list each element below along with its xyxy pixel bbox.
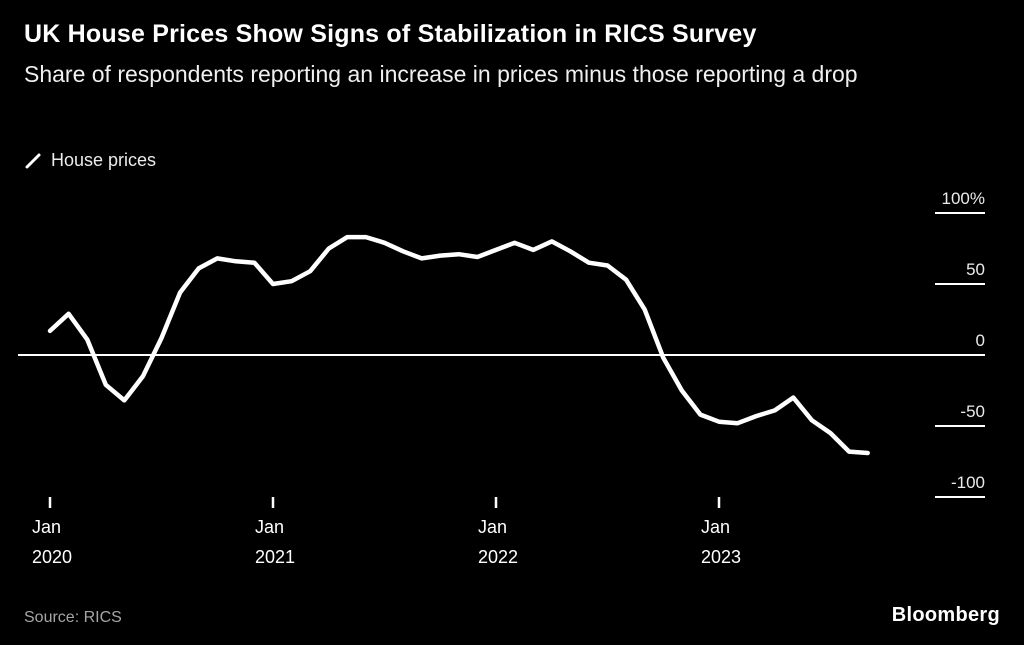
- x-axis-label-year: 2021: [255, 547, 295, 567]
- y-axis-label: 50: [966, 260, 985, 279]
- legend: House prices: [24, 150, 156, 171]
- chart-header: UK House Prices Show Signs of Stabilizat…: [24, 20, 1000, 89]
- bloomberg-logo: Bloomberg: [891, 604, 1000, 626]
- x-axis-label-month: Jan: [701, 517, 730, 537]
- line-series-icon: [25, 153, 41, 168]
- x-axis-label-month: Jan: [255, 517, 284, 537]
- y-axis-label: -100: [951, 473, 985, 492]
- y-axis-label: 0: [976, 331, 985, 350]
- y-axis-label: 100%: [942, 189, 985, 208]
- x-axis-label-year: 2020: [32, 547, 72, 567]
- chart-title: UK House Prices Show Signs of Stabilizat…: [24, 20, 757, 48]
- x-axis-label-year: 2023: [701, 547, 741, 567]
- x-axis-label-month: Jan: [32, 517, 61, 537]
- source-note: Source: RICS: [24, 609, 122, 626]
- chart-footer: Source: RICS Bloomberg: [24, 604, 1000, 627]
- house-prices-series-line: [47, 234, 870, 456]
- x-axis-label-month: Jan: [478, 517, 507, 537]
- x-axis-label-year: 2022: [478, 547, 518, 567]
- legend-label: House prices: [51, 150, 157, 170]
- y-axis-label: -50: [960, 402, 985, 421]
- chart-subtitle: Share of respondents reporting an increa…: [24, 61, 858, 87]
